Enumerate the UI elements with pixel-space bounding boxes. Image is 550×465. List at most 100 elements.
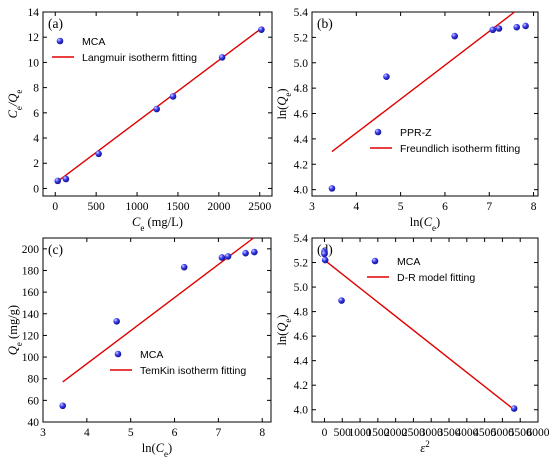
data-point	[510, 405, 518, 412]
legend-marker-points	[371, 257, 379, 265]
data-point	[218, 54, 226, 61]
x-tick-label: 4	[84, 427, 90, 439]
x-tick-label: 7	[216, 427, 222, 439]
x-tick-label: 4	[353, 201, 359, 213]
x-tick-label: 8	[531, 201, 537, 213]
x-tick-label: 5500	[509, 427, 532, 439]
x-tick-label: 1000	[349, 427, 372, 439]
panel-tag: (a)	[48, 16, 63, 31]
legend-label-points: PPR-Z	[400, 127, 432, 139]
y-tick-label: 14	[28, 7, 40, 19]
x-tick-label: 6	[442, 201, 448, 213]
x-tick-label: 2500	[402, 427, 425, 439]
legend-label-line: TemKin isotherm fitting	[140, 365, 246, 377]
data-point	[113, 318, 120, 325]
y-tick-label: 10	[28, 57, 40, 69]
data-point	[495, 25, 503, 32]
x-tick-label: 7	[486, 201, 492, 213]
fit-line	[54, 27, 262, 184]
legend-marker-points	[56, 37, 64, 45]
x-tick-label: 1000	[126, 201, 149, 213]
y-tick-label: 4.2	[294, 159, 309, 171]
data-point	[153, 105, 160, 113]
data-point	[242, 249, 249, 257]
data-point	[62, 175, 70, 183]
panel-tag: (c)	[48, 242, 63, 257]
x-tick-label: 2000	[384, 427, 407, 439]
legend-label-line: Langmuir isotherm fitting	[82, 52, 197, 64]
y-tick-label: 4.6	[294, 109, 309, 121]
x-axis-label: ε2	[420, 439, 429, 455]
data-point	[321, 250, 328, 258]
x-tick-label: 5	[398, 201, 404, 213]
y-axis-label: ln(Qe)	[275, 314, 293, 345]
y-tick-label: 120	[22, 330, 40, 342]
panel-c: 3 4 5 6 7 8 40 60 80 100 120 140 160 180 200 (c) ln(Ce) Q…	[6, 237, 272, 459]
y-tick-label: 4.2	[294, 380, 309, 392]
y-axis-label: ln(Qe)	[275, 88, 293, 119]
data-point	[224, 253, 232, 260]
plot-frame	[311, 11, 539, 197]
y-tick-label: 6	[33, 108, 39, 120]
x-tick-label: 2000	[207, 201, 230, 213]
data-point	[54, 177, 62, 185]
y-tick-label: 4.4	[294, 134, 309, 146]
y-tick-label: 5.4	[294, 233, 309, 245]
panel-d: 0 500100015002000250030003500400045005000…	[275, 233, 550, 455]
legend-marker-points	[114, 350, 122, 358]
legend-label-line: Freundlich isotherm fitting	[400, 143, 520, 155]
y-tick-label: 5.4	[294, 7, 309, 19]
data-point	[59, 402, 67, 410]
data-point	[321, 256, 329, 264]
data-point	[218, 254, 226, 261]
legend-label-points: MCA	[397, 256, 420, 268]
data-point	[489, 26, 497, 34]
data-point	[451, 32, 458, 40]
y-tick-label: 4.0	[294, 185, 309, 197]
y-tick-label: 100	[22, 352, 40, 364]
legend-label-line: D-R model fitting	[397, 272, 475, 284]
x-tick-label: 5000	[491, 427, 514, 439]
x-tick-label: 6000	[527, 427, 550, 439]
y-tick-label: 160	[22, 287, 40, 299]
y-tick-label: 4.8	[294, 83, 309, 95]
y-tick-label: 5.2	[294, 32, 309, 44]
y-tick-label: 4	[33, 133, 39, 145]
x-tick-label: 500	[88, 201, 106, 213]
x-tick-label: 2500	[248, 201, 271, 213]
data-point	[169, 93, 177, 100]
y-tick-label: 5.2	[294, 258, 309, 270]
legend-label-points: MCA	[140, 349, 163, 361]
fit-line	[324, 259, 515, 411]
y-tick-label: 60	[28, 395, 40, 407]
data-point	[513, 23, 521, 31]
x-tick-label: 8	[259, 427, 265, 439]
x-tick-label: 0	[322, 427, 328, 439]
y-tick-label: 8	[33, 83, 39, 95]
plot-frame	[311, 237, 539, 423]
y-tick-label: 4.4	[294, 356, 309, 368]
legend-marker-points	[374, 128, 382, 136]
data-point	[180, 263, 188, 271]
y-tick-label: 200	[22, 244, 40, 256]
panel-tag: (b)	[317, 16, 333, 31]
data-point	[258, 26, 265, 33]
x-axis-label: ln(Ce)	[142, 441, 172, 459]
x-tick-label: 3500	[438, 427, 461, 439]
fit-line	[62, 237, 254, 383]
y-axis-label: Qe (mg/g)	[6, 305, 24, 355]
x-tick-label: 4500	[473, 427, 496, 439]
plot-frame	[42, 11, 273, 197]
data-point	[338, 297, 345, 304]
x-tick-label: 1500	[366, 427, 389, 439]
data-point	[383, 73, 390, 81]
panel-a: 0 500 1000 1500 2000 2500 0 2 4 6 8 10 12 14 (a) Ce (mg…	[6, 7, 273, 233]
x-tick-label: 0	[52, 201, 58, 213]
x-tick-label: 1500	[166, 201, 189, 213]
y-tick-label: 5.0	[294, 282, 309, 294]
x-tick-label: 5	[128, 427, 134, 439]
data-point	[522, 22, 529, 30]
y-tick-label: 180	[22, 265, 40, 277]
